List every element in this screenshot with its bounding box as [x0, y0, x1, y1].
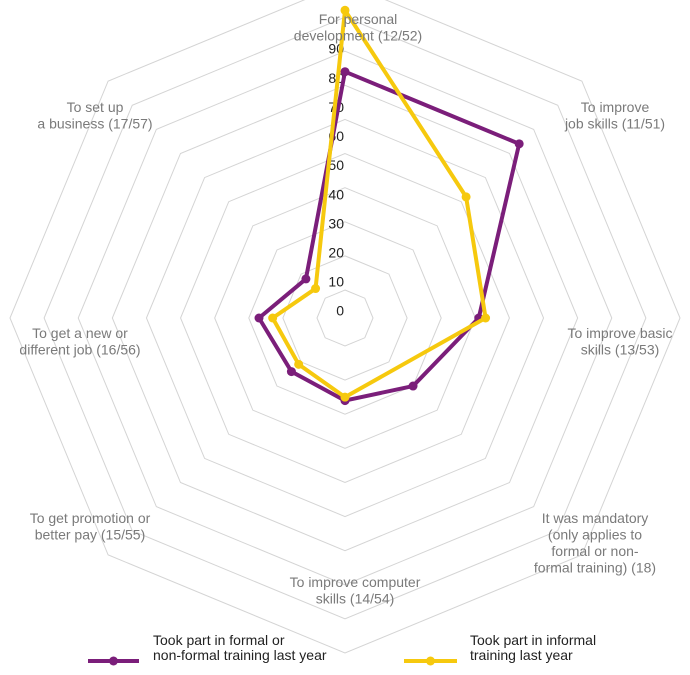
- legend-label-2-line-2: training last year: [470, 647, 573, 663]
- grid-ring-60: [111, 84, 579, 552]
- grid-ring-20: [248, 221, 442, 415]
- axis-label-1-line-2: development (12/52): [294, 28, 422, 44]
- legend-item-2: Took part in informal training last year: [404, 632, 596, 666]
- axis-label-6-line-1: To get promotion or: [30, 510, 151, 526]
- axis-label-5-line-1: To improve computer: [290, 574, 421, 590]
- series-2-point-7: [268, 313, 278, 323]
- axis-label-4-line-4: formal training) (18): [534, 560, 656, 576]
- axis-label-4-line-3: formal or non-: [551, 543, 638, 559]
- tick-label-30: 30: [328, 215, 344, 231]
- series-1-point-7: [254, 313, 264, 323]
- axis-label-4: It was mandatory (only applies to formal o…: [534, 510, 656, 576]
- series-2-point-3: [481, 313, 491, 323]
- tick-label-10: 10: [328, 274, 344, 290]
- axis-label-5-line-2: skills (14/54): [316, 591, 395, 607]
- series-1-line: [257, 69, 522, 403]
- axis-label-3-line-1: To improve basic: [567, 325, 672, 341]
- axis-label-4-line-2: (only applies to: [548, 527, 642, 543]
- axis-label-6: To get promotion or better pay (15/55): [30, 510, 151, 543]
- axis-label-3-line-2: skills (13/53): [581, 342, 660, 358]
- axis-label-8-line-1: To set up: [67, 99, 124, 115]
- legend-marker-1: [109, 656, 118, 666]
- grid-ring-90: [9, 0, 681, 654]
- grid-ring-40: [180, 153, 510, 483]
- legend-label-2: Took part in informal training last year: [470, 632, 596, 663]
- series-2: [268, 5, 491, 402]
- axis-label-7-line-2: different job (16/56): [19, 342, 140, 358]
- grid-ring-30: [214, 187, 476, 449]
- axis-label-8-line-2: a business (17/57): [37, 116, 152, 132]
- tick-label-40: 40: [328, 186, 344, 202]
- series-2-point-6: [294, 359, 304, 369]
- series-2-point-5: [340, 392, 350, 402]
- axis-label-7-line-1: To get a new or: [32, 325, 128, 341]
- axis-label-2-line-1: To improve: [581, 99, 650, 115]
- tick-label-0: 0: [336, 303, 344, 319]
- radar-grid: [9, 0, 681, 654]
- tick-label-20: 20: [328, 244, 344, 260]
- axis-label-6-line-2: better pay (15/55): [35, 527, 146, 543]
- series-1-point-1: [340, 67, 350, 77]
- legend: Took part in formal or non-formal trainin…: [88, 632, 596, 666]
- axis-label-8: To set up a business (17/57): [37, 99, 152, 132]
- grid-ring-0: [316, 289, 374, 347]
- legend-label-1-line-2: non-formal training last year: [153, 647, 327, 663]
- grid-ring-70: [77, 50, 613, 586]
- series-2-line: [270, 9, 488, 400]
- series-1-point-4: [408, 381, 418, 391]
- legend-label-1: Took part in formal or non-formal trainin…: [153, 632, 327, 663]
- legend-label-1-line-1: Took part in formal or: [153, 632, 285, 648]
- grid-ring-80: [43, 16, 647, 620]
- tick-label-50: 50: [328, 157, 344, 173]
- axis-label-2-line-2: job skills (11/51): [564, 116, 665, 132]
- axis-label-5: To improve computer skills (14/54): [290, 574, 421, 607]
- axis-label-3: To improve basic skills (13/53): [567, 325, 672, 358]
- series-2-point-8: [311, 284, 321, 294]
- series-1-point-8: [301, 274, 311, 284]
- grid-ring-50: [145, 118, 545, 518]
- axis-label-7: To get a new or different job (16/56): [19, 325, 140, 358]
- axis-label-2: To improve job skills (11/51): [564, 99, 665, 132]
- legend-item-1: Took part in formal or non-formal trainin…: [88, 632, 327, 666]
- category-labels: For personal development (12/52) To improv…: [19, 11, 672, 607]
- axis-label-1: For personal development (12/52): [294, 11, 422, 44]
- series-2-point-2: [461, 192, 471, 202]
- legend-marker-2: [426, 656, 435, 666]
- legend-label-2-line-1: Took part in informal: [470, 632, 596, 648]
- series-1-point-6: [286, 367, 296, 377]
- axis-label-4-line-1: It was mandatory: [542, 510, 649, 526]
- axis-label-1-line-1: For personal: [319, 11, 398, 27]
- series-1-point-2: [514, 139, 524, 149]
- series-2-point-1: [340, 5, 350, 15]
